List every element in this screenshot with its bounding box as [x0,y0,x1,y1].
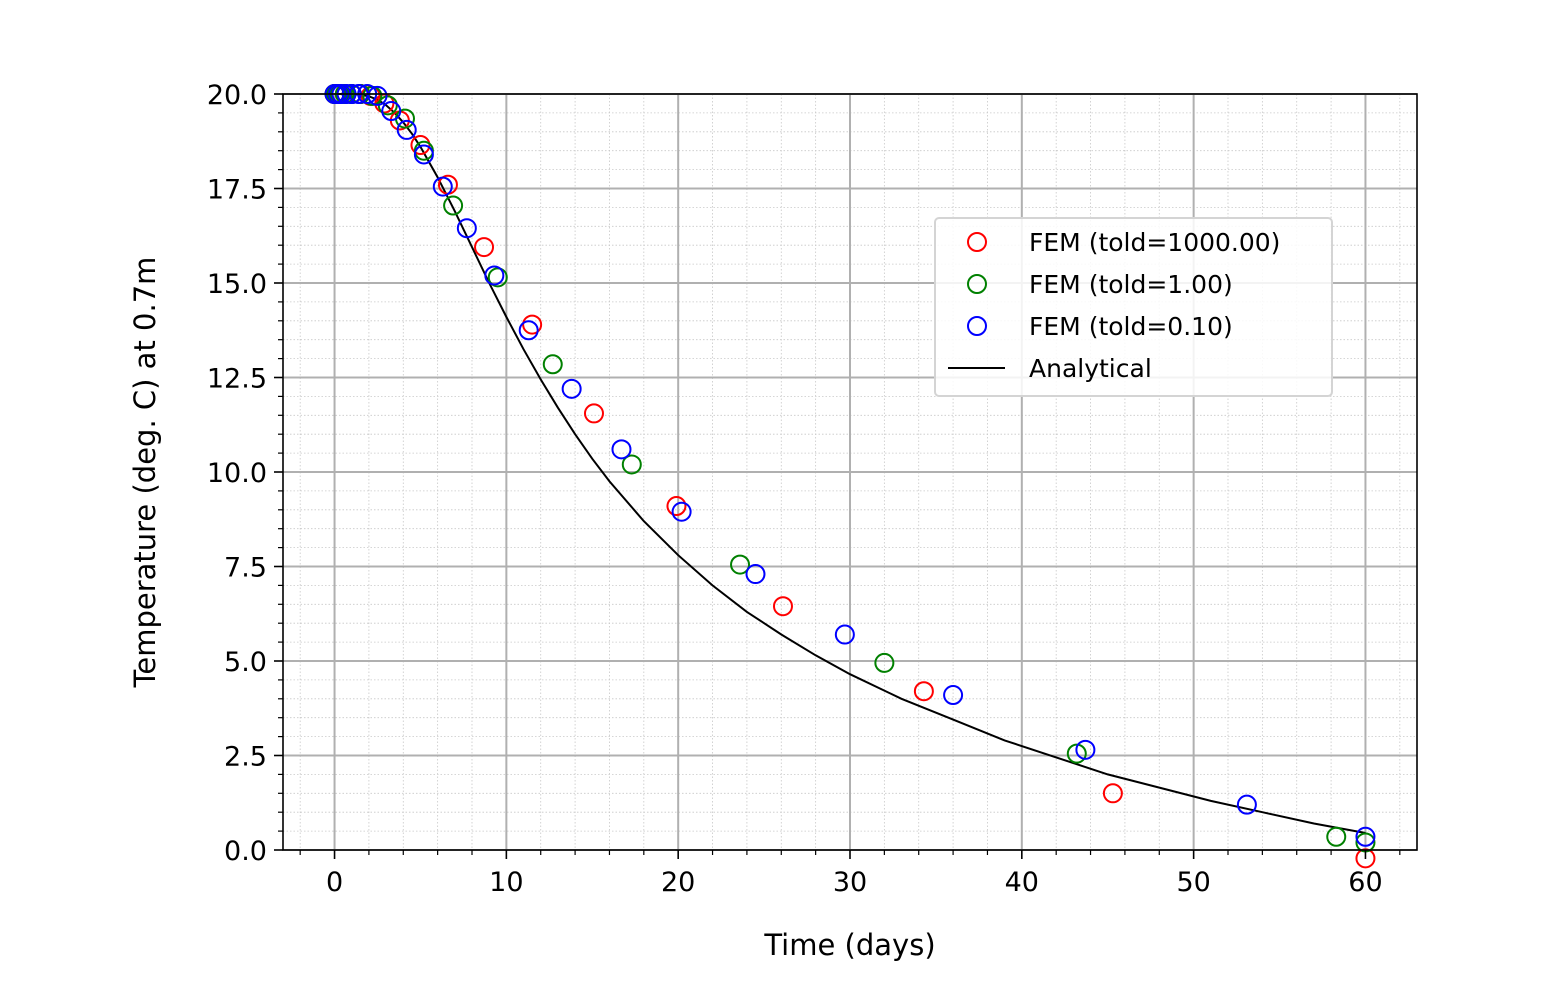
legend-circle-marker [967,274,987,294]
x-tick-label: 10 [489,867,523,898]
data-point-series-2 [487,267,508,288]
data-point-series-1 [474,237,495,258]
data-point-series-2 [730,554,751,575]
x-tick-label: 40 [1005,867,1039,898]
data-point-series-2 [542,354,563,375]
data-point-series-1 [522,314,543,335]
data-point-series-2 [621,454,642,475]
data-point-series-1 [772,596,793,617]
data-point-series-3 [1075,739,1096,760]
y-tick-label: 10.0 [207,458,267,489]
y-tick-label: 12.5 [207,364,267,395]
data-point-series-3 [432,176,453,197]
data-point-series-3 [834,624,855,645]
data-point-series-3 [367,85,388,106]
x-tick-label: 20 [661,867,695,898]
data-point-series-3 [396,119,417,140]
data-point-series-3 [671,501,692,522]
data-point-series-3 [561,378,582,399]
y-tick-label: 7.5 [224,553,267,584]
data-point-series-3 [745,564,766,585]
data-point-series-3 [381,101,402,122]
legend-label: Analytical [1029,354,1152,383]
y-tick-label: 2.5 [224,742,267,773]
legend-label: FEM (told=1000.00) [1029,228,1280,257]
data-point-series-1 [913,681,934,702]
data-point-series-2 [1066,743,1087,764]
data-point-series-2 [874,652,895,673]
data-point-series-3 [484,265,505,286]
x-tick-label: 0 [326,867,343,898]
data-point-series-1 [410,135,431,156]
y-axis-title: Temperature (deg. C) at 0.7m [128,257,162,689]
legend: FEM (told=1000.00) FEM (told=1.00) FEM (to… [934,217,1333,397]
x-tick-label: 60 [1348,867,1382,898]
y-tick-label: 5.0 [224,647,267,678]
y-tick-label: 20.0 [207,80,267,111]
data-point-series-3 [1236,794,1257,815]
data-point-series-2 [1326,826,1347,847]
legend-circle-marker [967,232,987,252]
y-tick-label: 0.0 [224,836,267,867]
legend-label: FEM (told=0.10) [1029,312,1233,341]
legend-label: FEM (told=1.00) [1029,270,1233,299]
data-point-series-3 [611,439,632,460]
data-point-series-1 [666,496,687,517]
data-point-series-3 [413,144,434,165]
x-tick-label: 30 [833,867,867,898]
data-point-series-3 [943,685,964,706]
y-tick-label: 15.0 [207,269,267,300]
data-point-series-3 [518,320,539,341]
legend-circle-marker [967,316,987,336]
data-point-series-1 [1102,783,1123,804]
data-point-series-2 [443,195,464,216]
x-tick-label: 50 [1176,867,1210,898]
legend-box [934,217,1333,397]
x-axis-title: Time (days) [763,928,935,962]
y-tick-label: 17.5 [207,175,267,206]
data-point-series-3 [1355,826,1376,847]
data-point-series-3 [456,218,477,239]
data-point-series-1 [583,403,604,424]
